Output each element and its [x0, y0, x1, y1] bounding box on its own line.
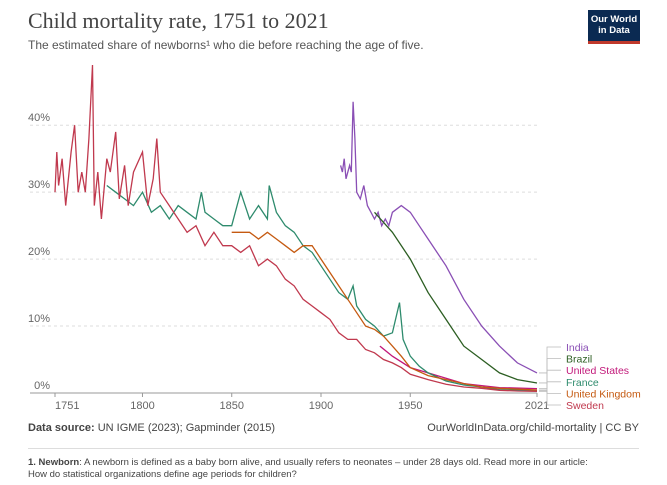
footnote-text: : A newborn is defined as a baby born al… — [28, 457, 588, 480]
series-line — [54, 64, 538, 392]
legend-label: United Kingdom — [566, 388, 641, 400]
series-line — [106, 184, 538, 391]
subtitle: The estimated share of newborns¹ who die… — [28, 38, 424, 52]
legend-connector — [539, 358, 561, 384]
series-line — [379, 345, 538, 390]
legend-connector — [539, 390, 561, 406]
url[interactable]: OurWorldInData.org/child-mortality | CC … — [427, 422, 639, 434]
logo[interactable]: Our World in Data — [588, 10, 640, 44]
y-tick-label: 30% — [28, 179, 50, 191]
x-tick-label: 1900 — [309, 400, 333, 412]
x-tick-label: 1800 — [130, 400, 154, 412]
series-line — [339, 101, 538, 374]
legend-label: India — [566, 342, 589, 354]
footnote: 1. Newborn: A newborn is defined as a ba… — [28, 457, 608, 481]
divider — [28, 448, 639, 449]
logo-line: Our World — [590, 14, 638, 25]
footnote-label: 1. Newborn — [28, 457, 80, 468]
x-tick-label: 1751 — [55, 400, 79, 412]
series-line — [231, 231, 538, 391]
legend-label: Brazil — [566, 354, 592, 366]
source-text: UN IGME (2023); Gapminder (2015) — [97, 422, 275, 434]
legend-label: Sweden — [566, 400, 604, 412]
x-tick-label: 2021 — [525, 400, 549, 412]
logo-line: in Data — [598, 25, 630, 36]
y-tick-label: 20% — [28, 246, 50, 258]
series-line — [374, 211, 538, 384]
source: Data source: UN IGME (2023); Gapminder (… — [28, 422, 275, 434]
chart: 0% 10% 20% 30% 40% 1751 1800 1850 1900 1950 2021 In… — [28, 64, 641, 412]
legend-connector — [539, 346, 561, 374]
legend-label: France — [566, 377, 599, 389]
x-tick-label: 1850 — [219, 400, 243, 412]
x-tick-label: 1950 — [398, 400, 422, 412]
legend-connector — [539, 369, 561, 390]
source-label: Data source: — [28, 422, 95, 434]
y-tick-label: 40% — [28, 112, 50, 124]
legend-label: United States — [566, 365, 629, 377]
title: Child mortality rate, 1751 to 2021 — [28, 8, 329, 33]
y-tick-label: 10% — [28, 313, 50, 325]
y-tick-label: 0% — [34, 380, 50, 392]
